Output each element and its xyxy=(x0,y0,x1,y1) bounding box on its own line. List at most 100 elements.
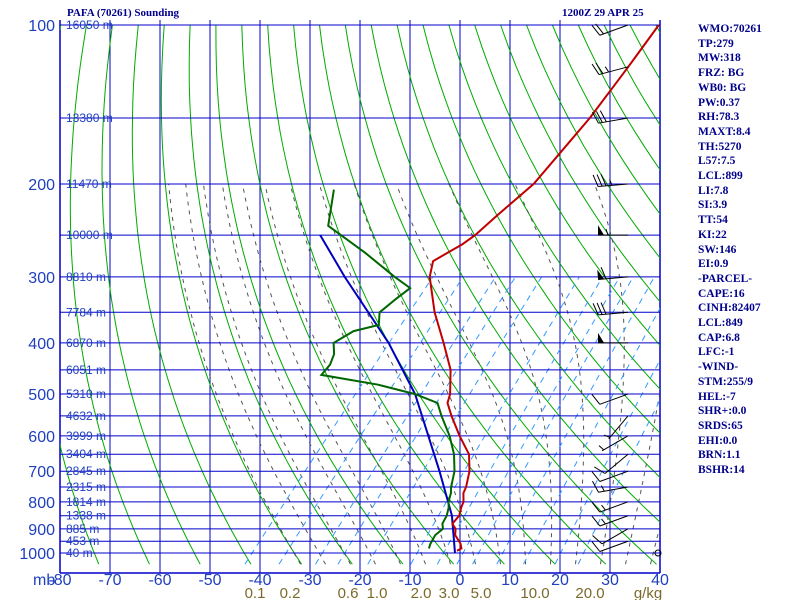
mixing-ratio-line xyxy=(523,307,660,565)
moist-adiabat xyxy=(168,183,301,565)
dry-adiabats xyxy=(60,24,660,565)
barb-staff xyxy=(598,66,629,76)
wind-barb xyxy=(592,528,629,545)
index-line: LI:7.8 xyxy=(698,184,729,197)
barb-flag xyxy=(598,332,604,343)
mixing-ratio-line xyxy=(367,276,543,565)
index-line: STM:255/9 xyxy=(698,375,753,388)
moist-adiabat xyxy=(395,183,526,565)
mixing-ratio-line xyxy=(278,276,464,565)
chart-title: PAFA (70261) Sounding xyxy=(67,7,180,19)
index-line: -PARCEL- xyxy=(698,272,753,285)
barb-half xyxy=(603,434,611,438)
mixing-ratio-line xyxy=(315,276,496,565)
height-label: 4632 m xyxy=(66,409,106,423)
dry-adiabat xyxy=(101,24,201,565)
wind-barb xyxy=(592,302,629,316)
barb-full xyxy=(591,501,601,513)
mixing-ratio-tick-label: 1.0 xyxy=(367,585,388,600)
height-label: 885 m xyxy=(66,522,99,536)
mixing-ratio-line xyxy=(410,276,580,565)
barb-full xyxy=(600,267,607,280)
temperature-tick-label: -40 xyxy=(248,572,271,589)
pressure-tick-label: 500 xyxy=(28,387,55,404)
height-labels: 16050 m 13380 m 11470 m 10000 m 8810 m 7784 m… xyxy=(66,18,113,560)
index-line: KI:22 xyxy=(698,228,727,241)
moist-adiabat xyxy=(289,183,451,565)
barb-full xyxy=(596,302,603,315)
index-line: LFC:-1 xyxy=(698,346,735,359)
dry-adiabat xyxy=(422,24,660,434)
index-line: MAXT:8.4 xyxy=(698,125,751,138)
moist-adiabat xyxy=(625,388,660,565)
barb-staff xyxy=(601,528,629,545)
dry-adiabat xyxy=(69,24,150,565)
height-label: 453 m xyxy=(66,534,99,548)
barb-full xyxy=(595,62,604,74)
temperature-tick-label: -60 xyxy=(148,572,171,589)
wind-barb xyxy=(593,453,629,474)
chart-time: 1200Z 29 APR 25 xyxy=(562,7,644,19)
barb-flag xyxy=(598,225,604,236)
wind-barb xyxy=(598,332,628,344)
barb-full xyxy=(593,466,606,474)
height-label: 40 m xyxy=(66,546,93,560)
index-line: CAP:6.8 xyxy=(698,331,740,344)
wind-barb xyxy=(591,501,629,513)
barb-full xyxy=(595,23,604,35)
mixing-ratio-line xyxy=(456,276,621,565)
wind-barb xyxy=(591,540,629,552)
dry-adiabat xyxy=(396,24,660,479)
index-line: CINH:82407 xyxy=(698,302,761,315)
height-label: 2845 m xyxy=(66,464,106,478)
barb-full xyxy=(591,63,600,75)
barb-full xyxy=(591,541,601,552)
barb-flag xyxy=(597,269,605,280)
mixing-ratio-line xyxy=(244,276,434,565)
dry-adiabat xyxy=(215,24,404,565)
wind-barb xyxy=(591,62,629,76)
temperature-tick-label: -50 xyxy=(198,572,221,589)
wind-barb xyxy=(591,110,629,124)
wind-barb xyxy=(591,480,629,493)
barb-half xyxy=(604,66,610,73)
barb-staff xyxy=(608,415,629,440)
dry-adiabat xyxy=(474,24,660,347)
dry-adiabat xyxy=(293,24,556,565)
indices-panel: WMO:70261 TP:279 MW:318 FRZ: BG WB0: BG PW:0.… xyxy=(698,22,798,478)
barb-full xyxy=(591,515,601,527)
wind-barb xyxy=(654,549,662,557)
barb-staff xyxy=(599,470,629,482)
dry-adiabat xyxy=(344,24,657,565)
dry-adiabat xyxy=(448,24,660,390)
pressure-tick-label: 200 xyxy=(28,177,55,194)
index-line: TP:279 xyxy=(698,37,734,50)
pressure-tick-label: 300 xyxy=(28,270,55,287)
moist-adiabat xyxy=(319,183,476,565)
barb-staff xyxy=(598,117,629,124)
index-line: LCL:899 xyxy=(698,170,743,183)
barb-half xyxy=(601,518,606,525)
barb-staff xyxy=(599,515,629,527)
mixing-ratio-line xyxy=(554,359,660,565)
barb-staff xyxy=(599,393,629,405)
index-line: PW:0.37 xyxy=(698,96,740,109)
wind-barb xyxy=(598,225,628,236)
pressure-tick-label: 1000 xyxy=(19,546,55,563)
mixing-ratio-tick-label: 0.6 xyxy=(338,585,359,600)
moist-adiabat xyxy=(221,183,376,565)
index-line: RH:78.3 xyxy=(698,111,740,124)
temperature-tick-label: 10 xyxy=(501,572,519,589)
barb-full xyxy=(596,174,603,187)
mixing-ratio-lines xyxy=(244,276,660,565)
mixing-ratio-tick-label: 5.0 xyxy=(471,585,492,600)
pressure-tick-label: 600 xyxy=(28,429,55,446)
isotherm-lines xyxy=(59,20,661,574)
mixing-ratio-unit-label: g/kg xyxy=(634,585,662,600)
height-label: 10000 m xyxy=(66,228,113,242)
height-label: 13380 m xyxy=(66,111,113,125)
index-line: SW:146 xyxy=(698,243,737,256)
index-line: SRDS:65 xyxy=(698,419,743,432)
index-line: WB0: BG xyxy=(698,81,747,94)
height-label: 8810 m xyxy=(66,270,106,284)
